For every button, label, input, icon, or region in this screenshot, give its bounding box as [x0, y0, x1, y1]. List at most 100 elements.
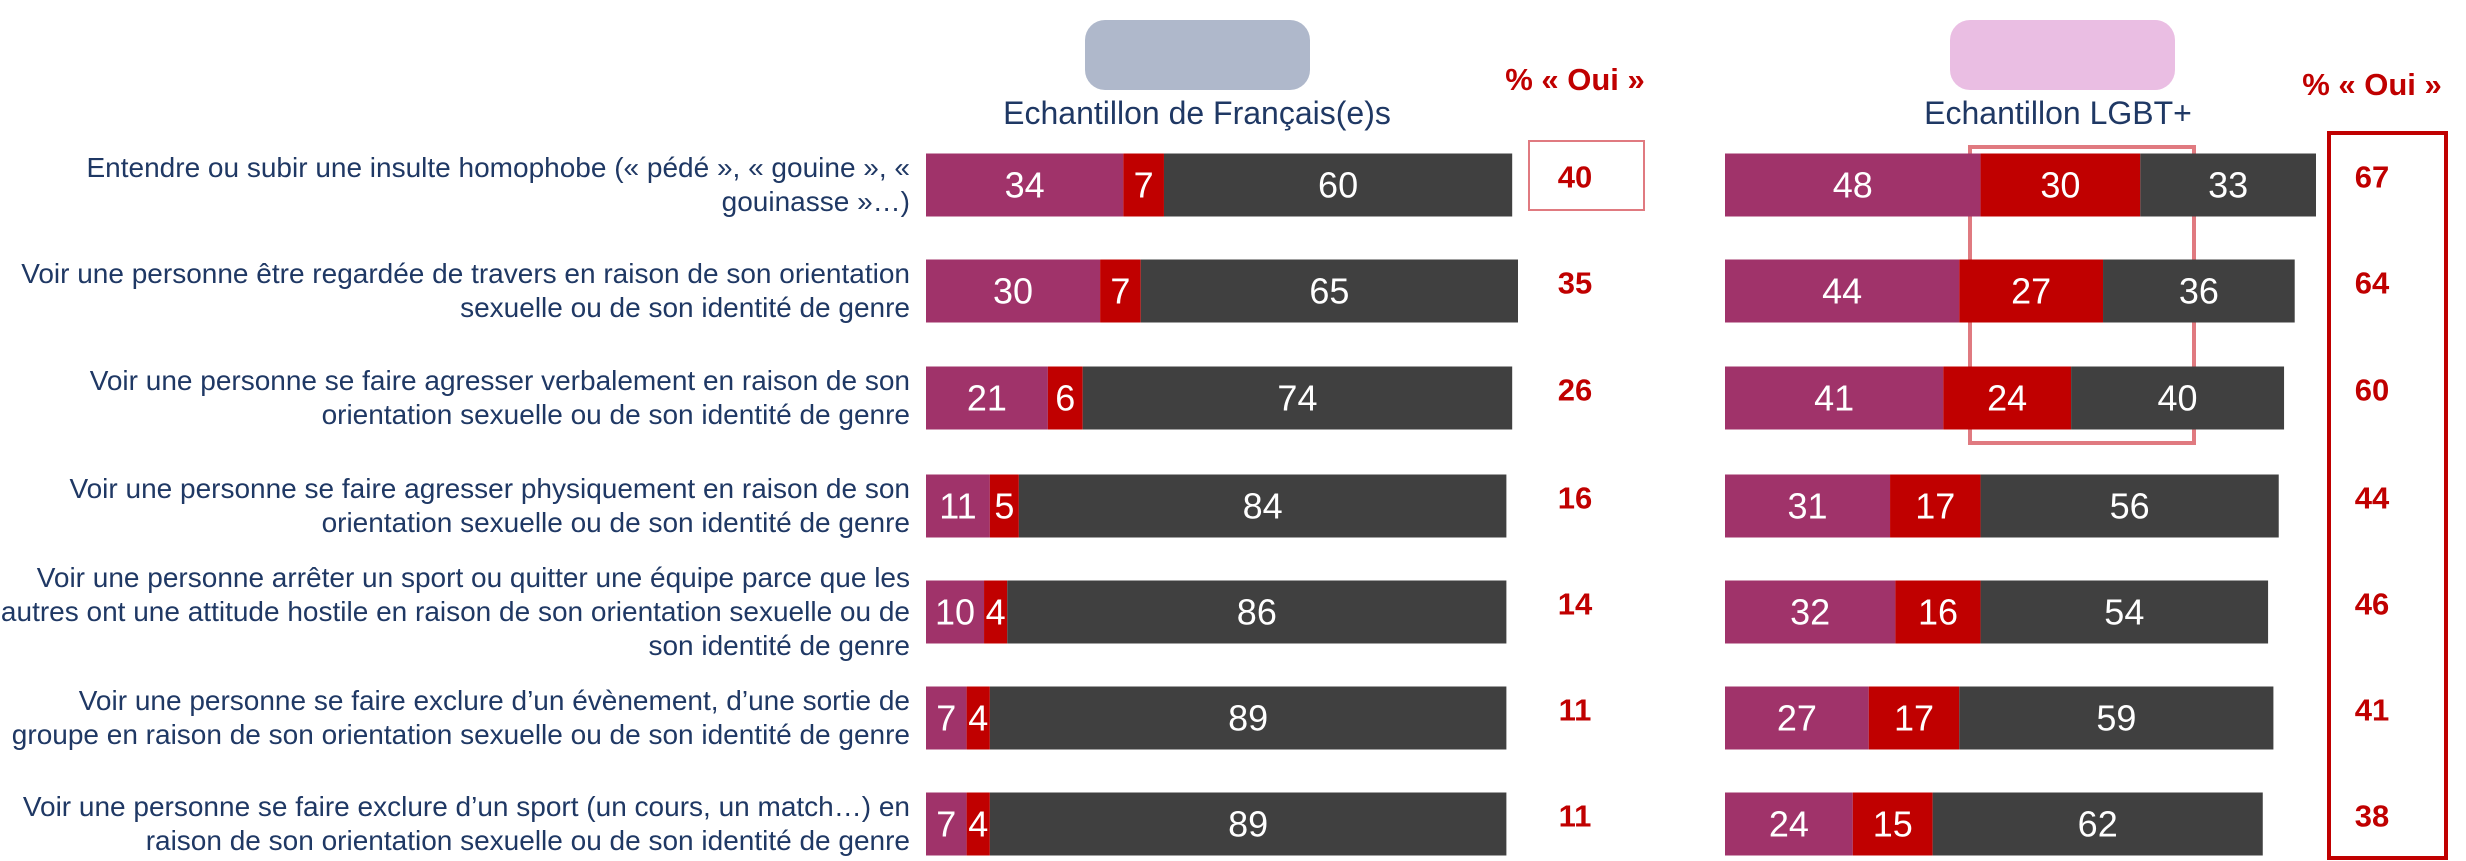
value-label: 34 [1005, 165, 1045, 206]
total-label: 14 [1558, 587, 1593, 622]
value-label: 27 [2011, 271, 2051, 312]
value-label: 24 [1769, 804, 1809, 845]
bar-segment [1943, 366, 2072, 430]
value-label: 44 [1822, 271, 1862, 312]
value-label: 54 [2104, 592, 2144, 633]
bar-segment [1140, 259, 1518, 323]
value-label: 41 [1814, 378, 1854, 419]
value-label: 86 [1237, 592, 1277, 633]
value-label: 33 [2208, 165, 2248, 206]
total-label: 46 [2355, 587, 2389, 622]
chart-title: Echantillon de Français(e)s [1003, 95, 1391, 131]
bar-segment [1980, 580, 2269, 644]
bar-segment [1100, 259, 1141, 323]
total-header: % « Oui » [2302, 67, 2442, 102]
value-label: 16 [1918, 592, 1958, 633]
total-label: 11 [1559, 799, 1592, 834]
bar-segment [1725, 792, 1853, 856]
bar-segment [926, 686, 967, 750]
bar-segment [2071, 366, 2285, 430]
value-label: 27 [1777, 698, 1817, 739]
bar-segment [926, 153, 1124, 217]
bar-segment [1047, 366, 1083, 430]
total-label: 35 [1558, 266, 1592, 301]
total-label: 38 [2355, 799, 2389, 834]
category-label: Voir une personne se faire agresser phys… [69, 473, 910, 538]
bar-segment [1868, 686, 1960, 750]
value-label: 7 [1110, 271, 1130, 312]
value-label: 30 [2040, 165, 2080, 206]
bar-segment [989, 474, 1019, 538]
bar-segment [966, 792, 990, 856]
total-label: 64 [2355, 266, 2390, 301]
bar-segment [1980, 474, 2279, 538]
value-label: 32 [1790, 592, 1830, 633]
total-label: 16 [1558, 481, 1592, 516]
bar-segment [926, 366, 1048, 430]
bar-segment [989, 792, 1507, 856]
bar-segment [926, 580, 985, 644]
bar-segment [926, 792, 967, 856]
value-label: 48 [1833, 165, 1873, 206]
value-label: 56 [2110, 486, 2150, 527]
bar-segment [926, 259, 1101, 323]
value-label: 74 [1277, 378, 1317, 419]
value-label: 17 [1894, 698, 1934, 739]
value-label: 24 [1987, 378, 2027, 419]
value-label: 30 [993, 271, 1033, 312]
total-label: 60 [2355, 373, 2389, 408]
value-label: 11 [939, 486, 976, 527]
value-label: 84 [1243, 486, 1283, 527]
bar-segment [2140, 153, 2316, 217]
value-label: 4 [968, 804, 988, 845]
bar-segment [1725, 259, 1960, 323]
bar-segment [1725, 366, 1944, 430]
value-label: 7 [936, 698, 956, 739]
bar-segment [2103, 259, 2295, 323]
highlight-box [1528, 140, 1645, 211]
bar-segment [1163, 153, 1513, 217]
value-label: 21 [967, 378, 1007, 419]
value-label: 6 [1055, 378, 1075, 419]
total-label: 11 [1559, 693, 1592, 728]
total-label: 41 [2355, 693, 2389, 728]
bar-segment [926, 474, 990, 538]
category-label: Voir une personne se faire exclure d’un … [22, 791, 910, 856]
category-label: Voir une personne être regardée de trave… [21, 258, 910, 323]
value-label: 59 [2096, 698, 2136, 739]
category-label: Voir une personne arrêter un sport ou qu… [0, 562, 910, 661]
bar-segment [1980, 153, 2141, 217]
value-label: 40 [2158, 378, 2198, 419]
value-label: 65 [1309, 271, 1349, 312]
bar-segment [1932, 792, 2263, 856]
value-label: 17 [1915, 486, 1955, 527]
total-label: 40 [1558, 160, 1592, 195]
value-label: 7 [936, 804, 956, 845]
category-label: Voir une personne se faire exclure d’un … [11, 685, 910, 750]
bar-segment [1895, 580, 1981, 644]
bar-segment [1725, 153, 1981, 217]
category-label: Entendre ou subir une insulte homophobe … [86, 152, 911, 217]
value-label: 15 [1873, 804, 1913, 845]
value-label: 4 [986, 592, 1006, 633]
total-label: 26 [1558, 373, 1592, 408]
bar-segment [1007, 580, 1507, 644]
bar-segment [1725, 686, 1869, 750]
total-label: 44 [2355, 481, 2390, 516]
value-label: 89 [1228, 698, 1268, 739]
bar-segment [1082, 366, 1513, 430]
value-label: 7 [1134, 165, 1154, 206]
value-label: 62 [2078, 804, 2118, 845]
bar-segment [984, 580, 1008, 644]
value-label: 10 [935, 592, 975, 633]
total-label: 67 [2355, 160, 2389, 195]
total-header: % « Oui » [1505, 62, 1645, 97]
bar-segment [1959, 259, 2104, 323]
value-label: 89 [1228, 804, 1268, 845]
bar-segment [989, 686, 1507, 750]
bar-segment [1725, 580, 1896, 644]
bar-segment [966, 686, 990, 750]
bar-segment [1725, 474, 1891, 538]
